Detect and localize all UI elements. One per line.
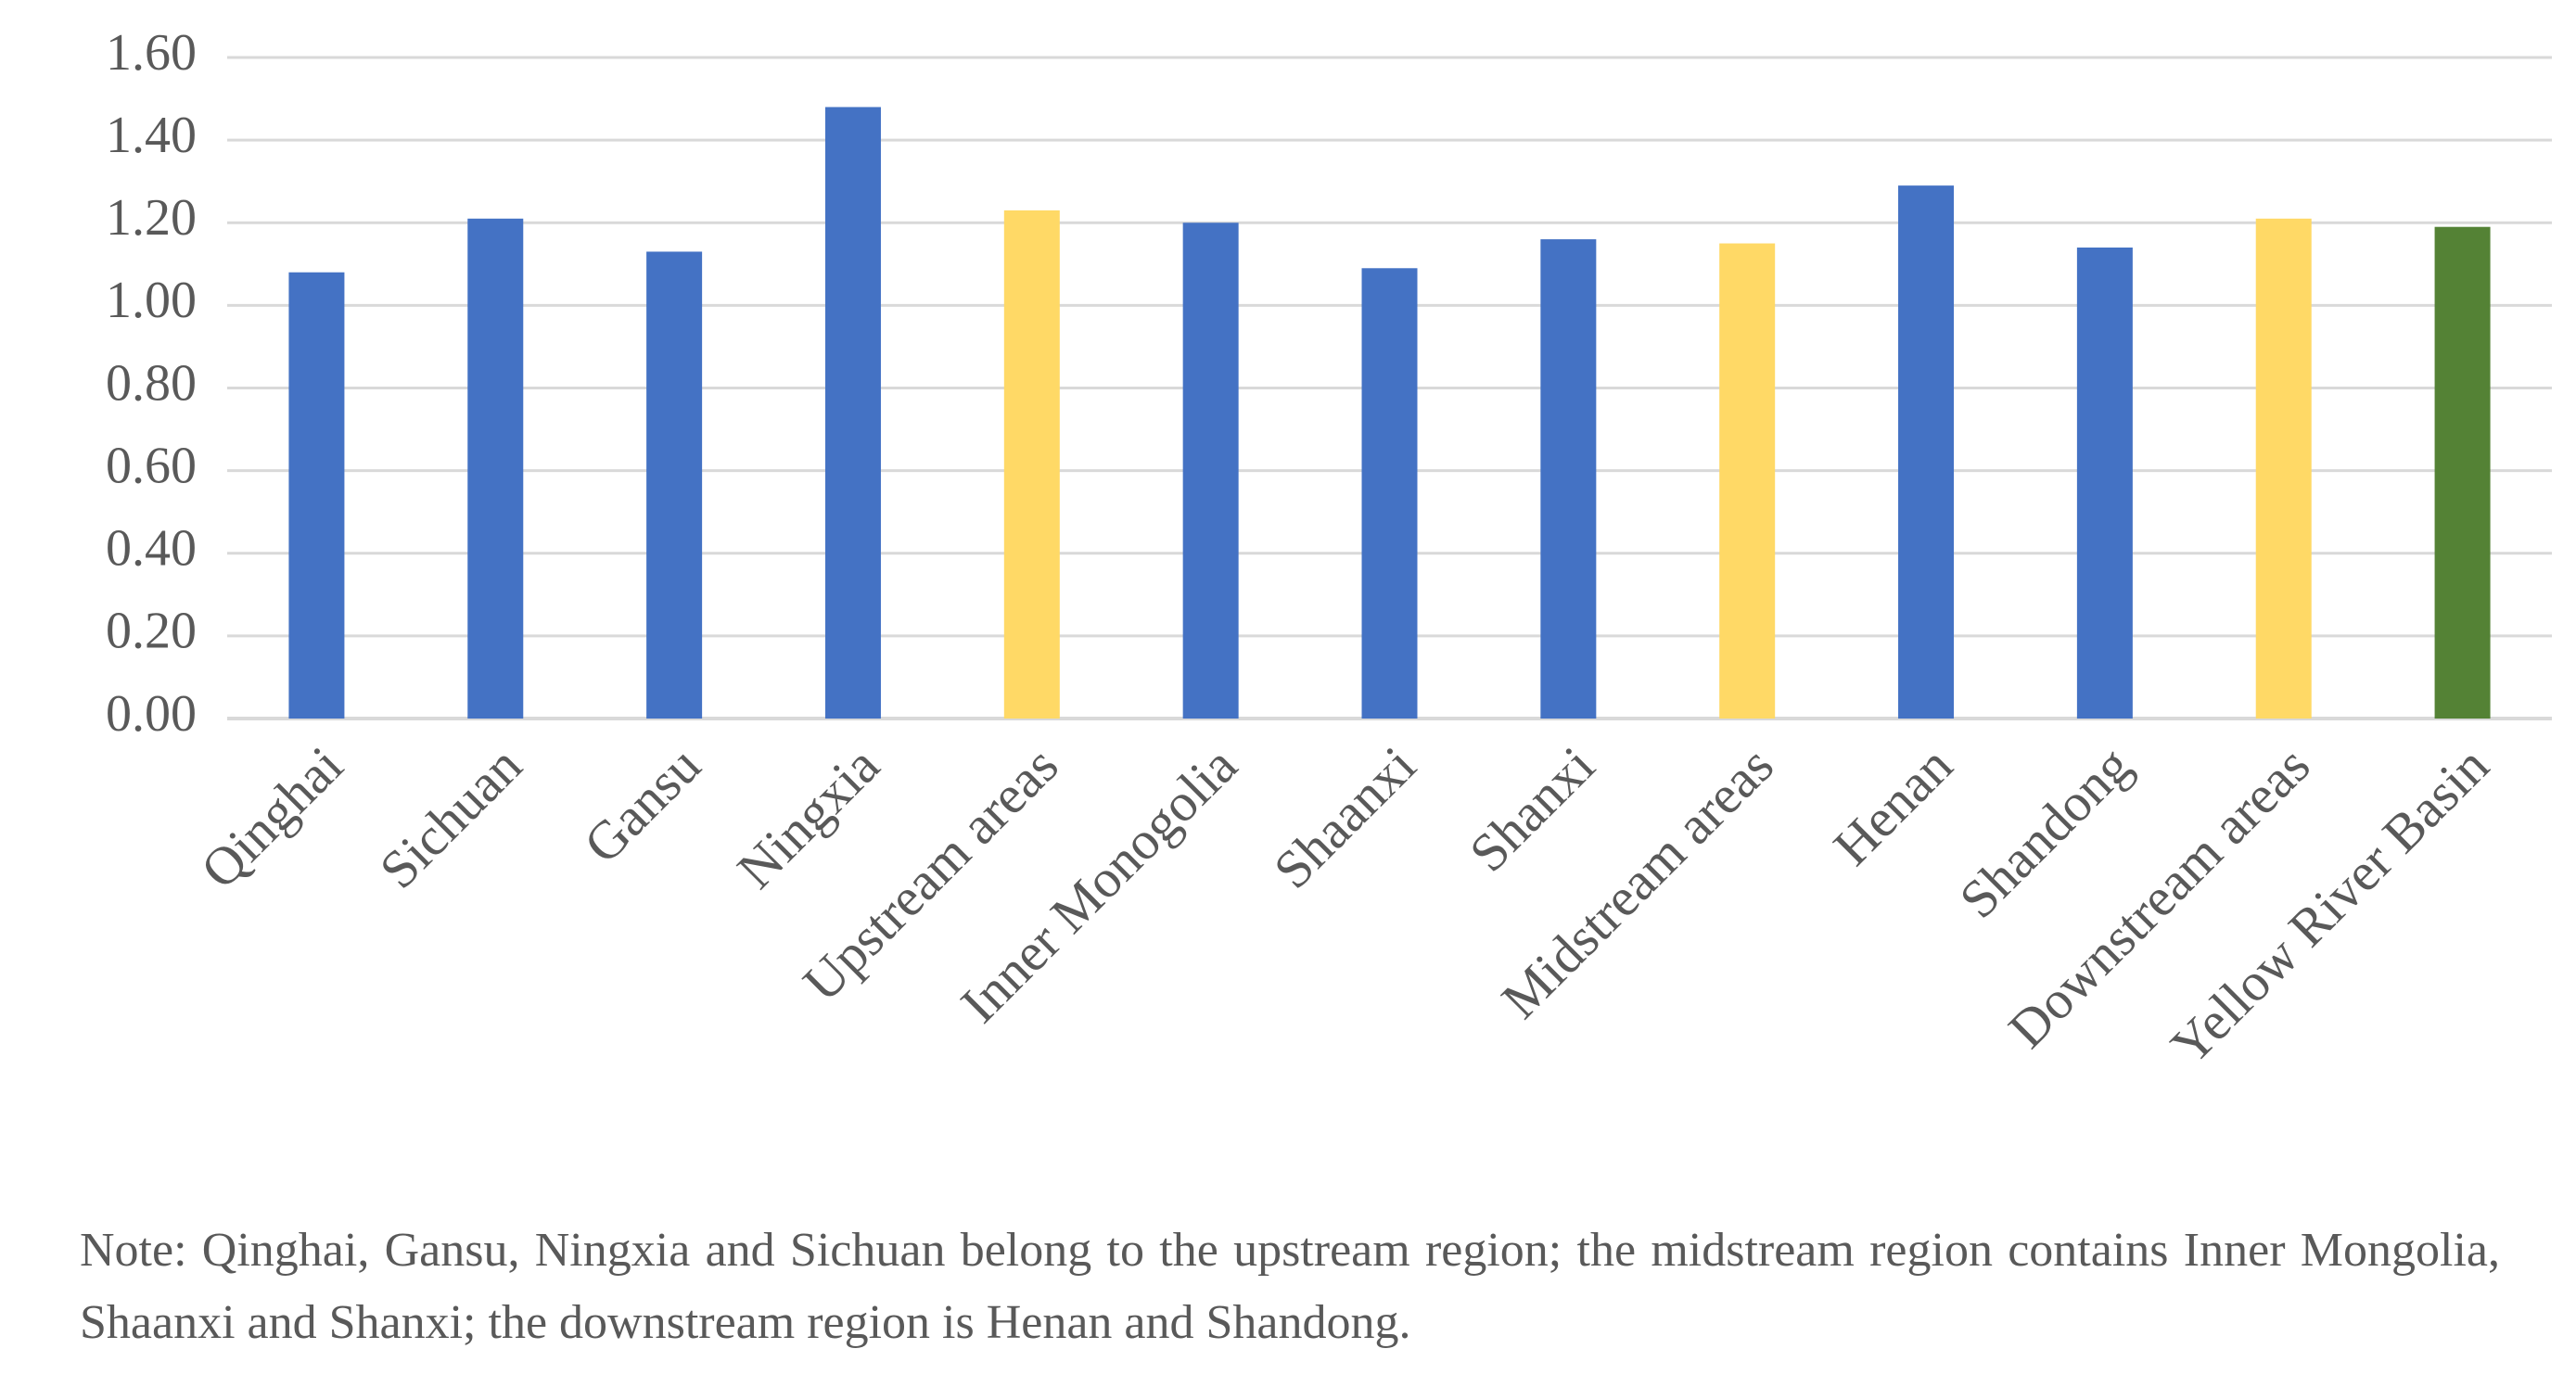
bar (1182, 223, 1239, 719)
bar (646, 251, 703, 719)
bar (1003, 210, 1060, 719)
x-tick-label: Henan (1822, 735, 1964, 877)
bar (2255, 218, 2312, 719)
x-tick-label: Yellow River Basin (2160, 735, 2501, 1076)
x-tick-label: Shanxi (1458, 735, 1606, 884)
bars (288, 107, 2491, 719)
bar (2076, 247, 2133, 719)
x-tick-label: Ningxia (725, 735, 890, 900)
bar (467, 218, 524, 719)
y-tick-label: 1.00 (106, 272, 197, 329)
x-tick-label: Shaanxi (1262, 735, 1427, 900)
bar (1719, 243, 1776, 719)
bar (1540, 239, 1597, 719)
y-tick-label: 0.60 (106, 437, 197, 494)
x-tick-label: Gansu (572, 735, 712, 875)
bar (1898, 185, 1955, 719)
y-axis-tick-labels: 0.00 0.20 0.40 0.60 0.80 1.00 1.20 1.40 1.60 (106, 24, 197, 743)
bar (288, 272, 345, 719)
bar (824, 107, 881, 719)
x-tick-label: Downstream areas (1996, 735, 2321, 1060)
bar (1361, 268, 1418, 719)
y-tick-label: 0.80 (106, 354, 197, 412)
y-tick-label: 1.20 (106, 189, 197, 247)
y-tick-label: 1.40 (106, 107, 197, 164)
y-tick-label: 0.40 (106, 520, 197, 578)
bar (2434, 226, 2491, 719)
x-tick-label: Qinghai (189, 735, 354, 900)
y-tick-label: 0.00 (106, 685, 197, 743)
y-tick-label: 0.20 (106, 603, 197, 660)
chart-note: Note: Qinghai, Gansu, Ningxia and Sichua… (80, 1224, 2500, 1349)
chart-svg: 0.00 0.20 0.40 0.60 0.80 1.00 1.20 1.40 1.60 Qin… (106, 24, 2552, 1076)
x-tick-label: Sichuan (368, 735, 533, 900)
bar-chart: 0.00 0.20 0.40 0.60 0.80 1.00 1.20 1.40 1.60 Qin… (106, 24, 2552, 1076)
y-tick-label: 1.60 (106, 24, 197, 82)
